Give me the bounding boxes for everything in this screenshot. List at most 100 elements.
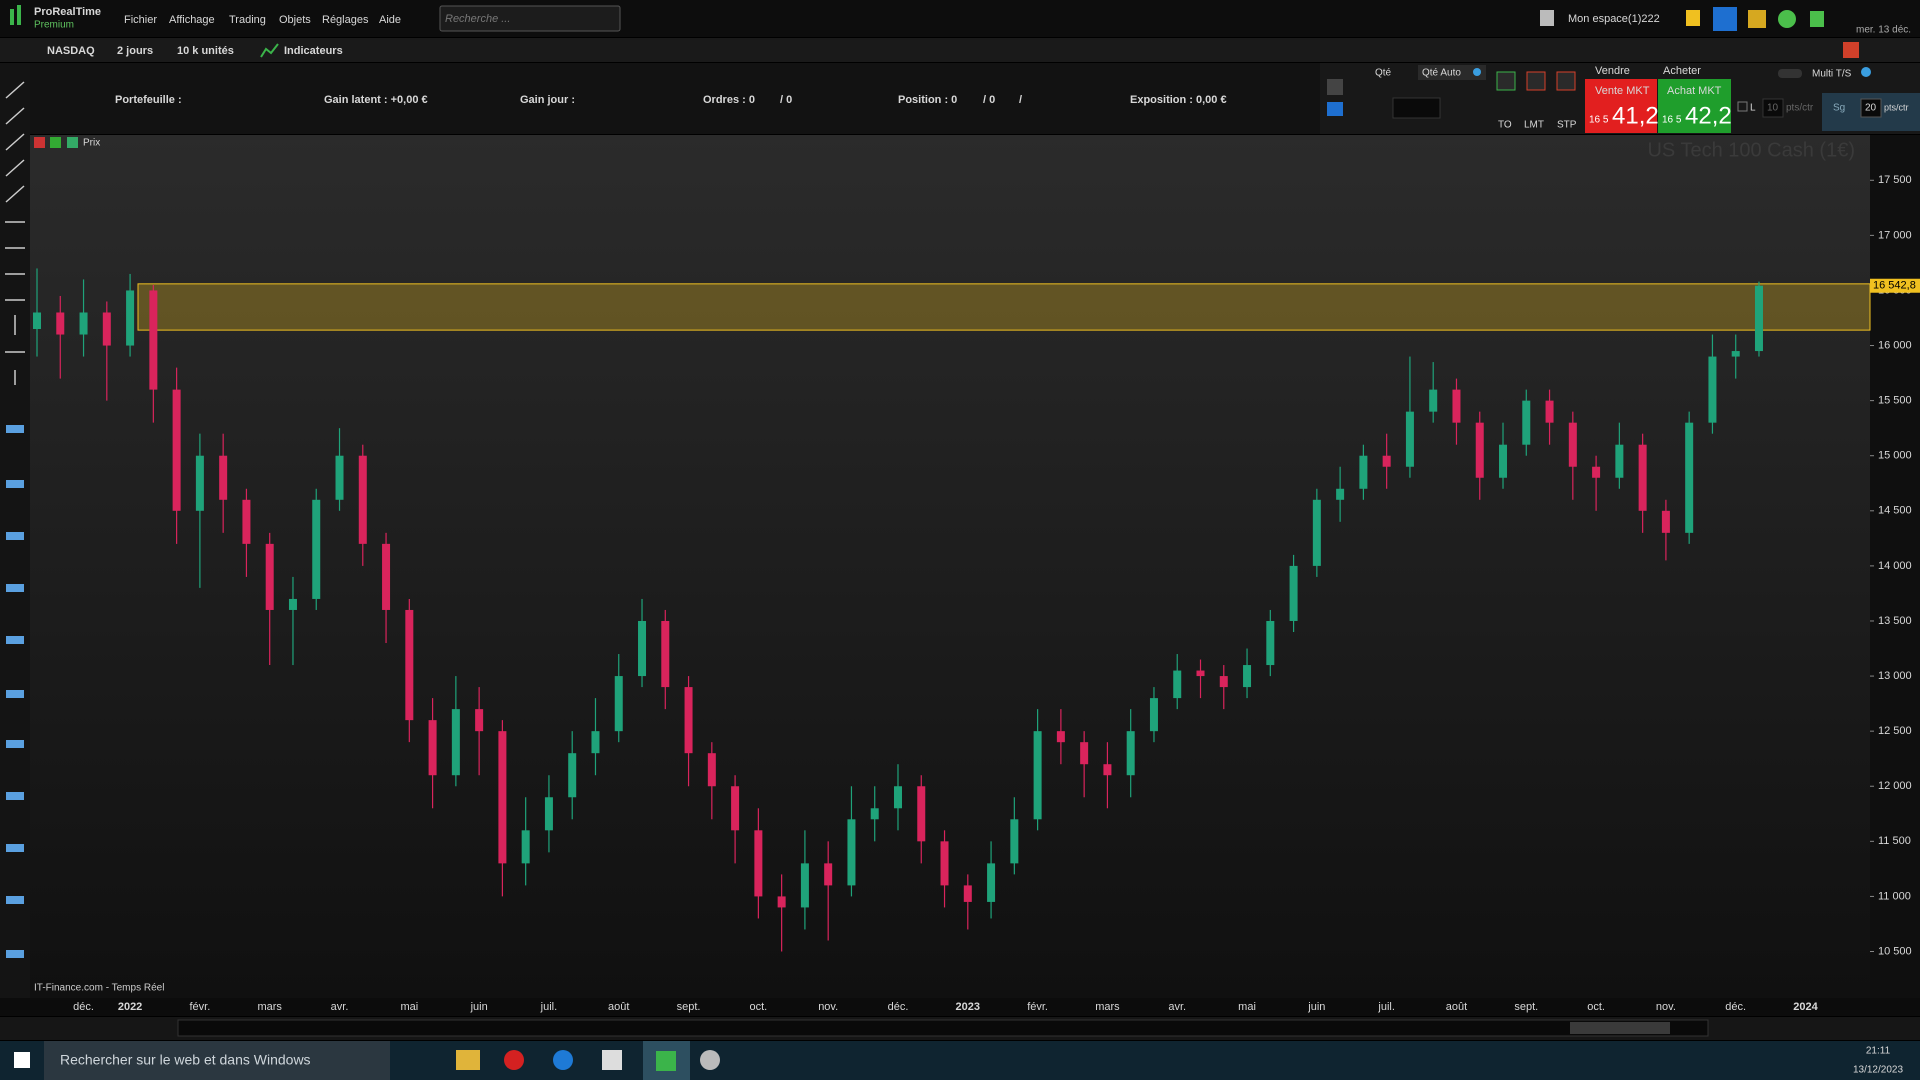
menu-item[interactable]: Aide	[379, 14, 401, 26]
period[interactable]: 2 jours	[117, 45, 153, 57]
menu-item[interactable]: Fichier	[124, 14, 157, 26]
scroll-thumb[interactable]	[1570, 1022, 1670, 1034]
taskbar-app[interactable]	[700, 1050, 720, 1070]
flag-icon[interactable]	[1686, 10, 1700, 26]
order-type[interactable]: TO	[1498, 120, 1512, 131]
save-icon[interactable]	[1540, 10, 1554, 26]
candle-body	[288, 598, 297, 610]
x-tick-label: déc.	[888, 1001, 909, 1013]
units[interactable]: 10 k unités	[177, 45, 234, 57]
start-button[interactable]	[14, 1052, 30, 1068]
qty-auto[interactable]: Qté Auto	[1422, 68, 1461, 79]
qty-auto-box[interactable]	[1418, 65, 1486, 80]
order-type[interactable]: STP	[1557, 120, 1577, 131]
account-label: /	[1019, 94, 1022, 106]
search-placeholder: Recherche ...	[445, 13, 510, 25]
order-type-icon[interactable]	[1496, 71, 1516, 91]
chart-button[interactable]	[34, 137, 45, 148]
candle-body	[475, 709, 484, 732]
unit: pts/ctr	[1884, 102, 1909, 112]
sync-icon[interactable]	[1843, 42, 1859, 58]
logo	[10, 9, 14, 25]
sg-value[interactable]: 20	[1865, 103, 1877, 114]
candle-body	[1266, 620, 1275, 666]
x-tick-label: nov.	[1656, 1001, 1676, 1013]
y-tick-label: 17 000	[1878, 229, 1912, 241]
candle-body	[1289, 565, 1298, 621]
sound-icon[interactable]	[1713, 7, 1737, 31]
input[interactable]	[1762, 98, 1784, 118]
y-tick-label: 12 000	[1878, 780, 1912, 792]
taskbar-search[interactable]	[44, 1041, 390, 1080]
y-tick-label: 11 000	[1878, 890, 1911, 902]
x-tick-label: août	[608, 1001, 629, 1013]
x-tick-label: août	[1446, 1001, 1467, 1013]
candle-body	[987, 863, 996, 902]
input[interactable]	[1860, 98, 1882, 118]
candle-body	[661, 620, 670, 688]
account-label: Portefeuille :	[115, 94, 182, 106]
y-tick-label: 11 500	[1878, 835, 1911, 847]
search-box[interactable]	[439, 5, 621, 32]
last-price-box	[1870, 278, 1920, 293]
chart-button[interactable]	[67, 137, 78, 148]
candle-body	[428, 720, 437, 776]
chart-area	[30, 135, 1870, 998]
scrollbar[interactable]	[177, 1019, 1709, 1037]
order-type[interactable]: LMT	[1524, 120, 1544, 131]
taskbar-app[interactable]	[456, 1050, 480, 1070]
workspace[interactable]: Mon espace(1)222	[1568, 13, 1660, 25]
candle-body	[102, 312, 111, 346]
menu-item[interactable]: Affichage	[169, 14, 215, 26]
taskbar-app[interactable]	[553, 1050, 573, 1070]
toggle[interactable]	[1473, 68, 1481, 76]
candle-body	[1475, 422, 1484, 478]
instrument[interactable]: NASDAQ	[47, 45, 95, 57]
order-type-icon[interactable]	[1526, 71, 1546, 91]
menu-item[interactable]: Objets	[279, 14, 311, 26]
buy-mkt[interactable]: Achat MKT	[1667, 85, 1722, 97]
taskbar-app[interactable]	[602, 1050, 622, 1070]
x-tick-label: mai	[400, 1001, 418, 1013]
candle-body	[800, 863, 809, 908]
candle-body	[126, 290, 135, 346]
menu-item[interactable]: Trading	[229, 14, 266, 26]
x-tick-label: oct.	[750, 1001, 768, 1013]
chart-button[interactable]	[50, 137, 61, 148]
checkbox[interactable]	[1737, 101, 1748, 112]
logo	[17, 5, 21, 25]
icon[interactable]	[1778, 10, 1796, 28]
account-label: Position : 0	[898, 94, 957, 106]
sell-mkt[interactable]: Vente MKT	[1595, 85, 1650, 97]
toggle[interactable]	[1778, 69, 1802, 78]
candle-body	[893, 786, 902, 809]
taskbar-app[interactable]	[504, 1050, 524, 1070]
candle-body	[358, 455, 367, 544]
sell-button[interactable]	[1585, 79, 1657, 133]
candle-body	[1219, 676, 1228, 688]
x-tick-label: 2024	[1793, 1001, 1818, 1013]
qty-input[interactable]	[1392, 97, 1441, 119]
icon[interactable]	[1748, 10, 1766, 28]
tool-icon[interactable]	[1327, 79, 1343, 95]
x-tick-label: 2023	[956, 1001, 980, 1013]
taskbar-app[interactable]	[656, 1051, 676, 1071]
buy-button[interactable]	[1658, 79, 1731, 133]
indicators[interactable]: Indicateurs	[284, 45, 343, 57]
account-label: / 0	[780, 94, 792, 106]
multi-ts[interactable]: Multi T/S	[1812, 69, 1852, 80]
info-icon[interactable]	[1861, 67, 1871, 77]
l-value[interactable]: 10	[1767, 103, 1779, 114]
icon[interactable]	[1810, 11, 1824, 27]
order-type-icon[interactable]	[1556, 71, 1576, 91]
candle-body	[451, 709, 460, 776]
candle-body	[265, 543, 274, 610]
keyboard-icon[interactable]	[1327, 102, 1343, 116]
candle-body	[614, 676, 623, 732]
x-tick-label: juin	[1307, 1001, 1325, 1013]
candle-body	[172, 389, 181, 511]
candle-body	[1336, 488, 1345, 500]
menu-item[interactable]: Réglages	[322, 14, 369, 26]
candle-body	[382, 543, 391, 610]
x-tick-label: nov.	[818, 1001, 838, 1013]
